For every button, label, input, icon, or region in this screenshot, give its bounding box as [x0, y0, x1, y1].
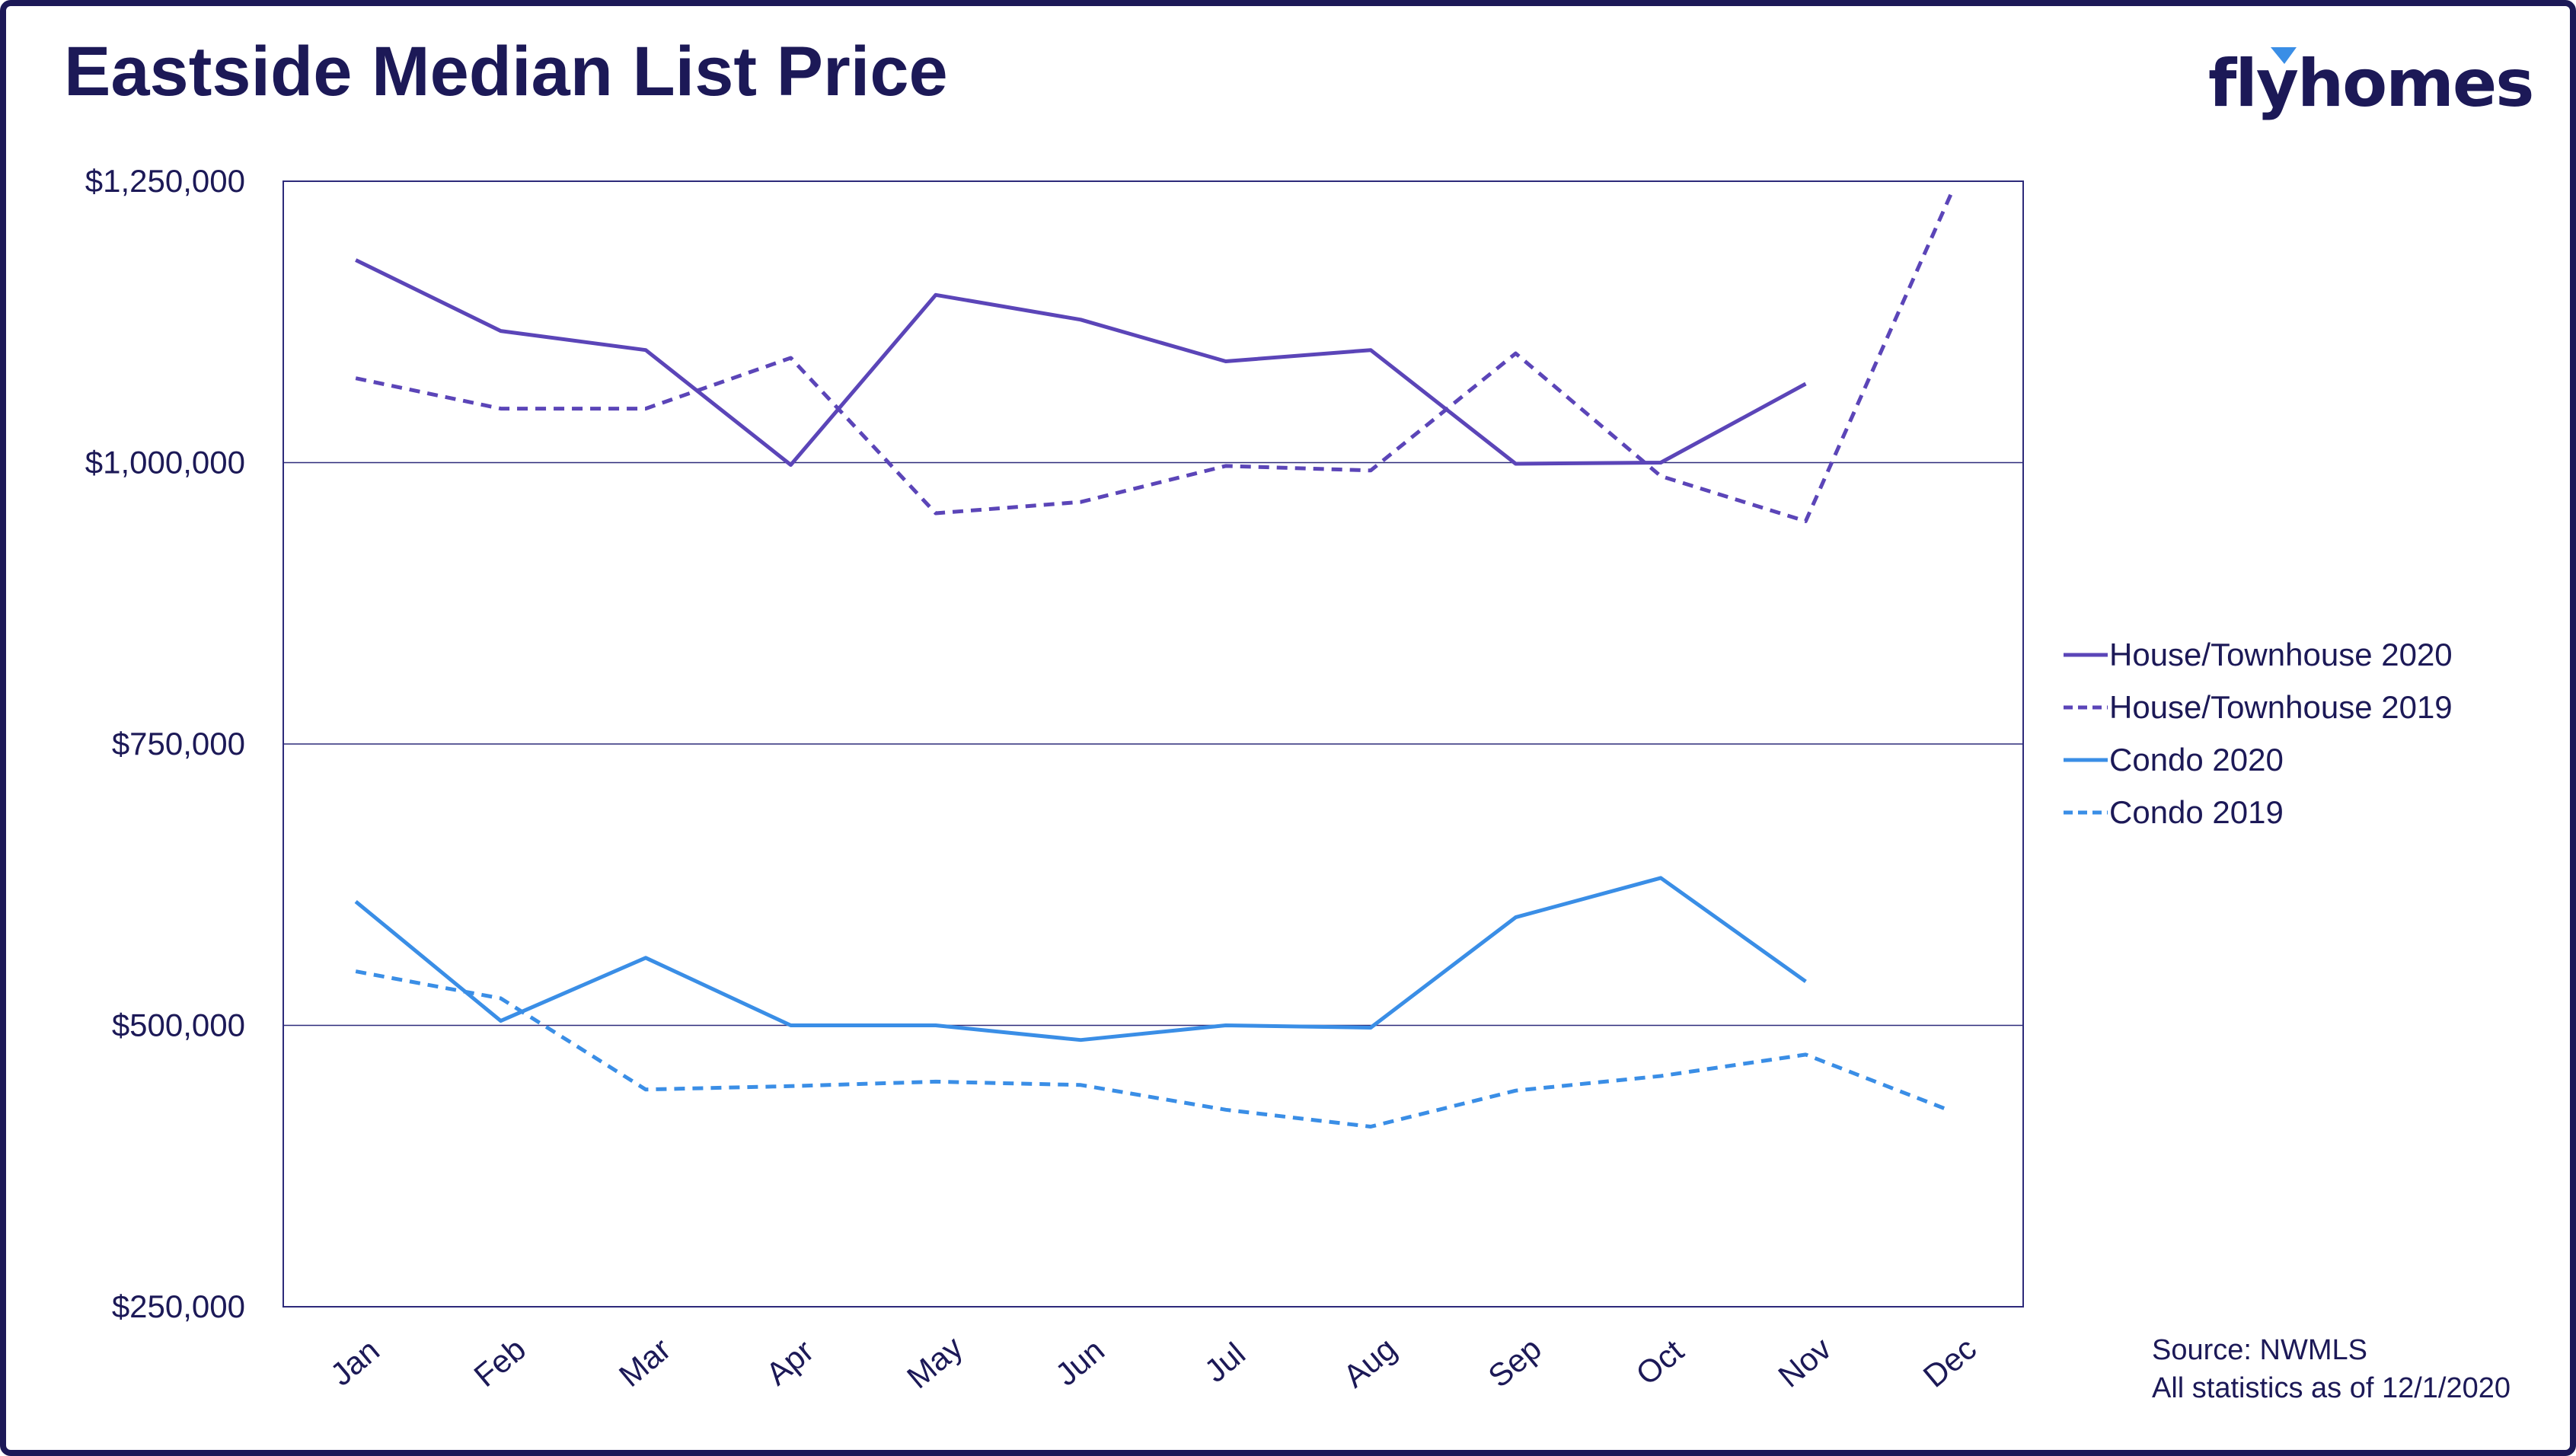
- flyhomes-logo: flyhomes: [2208, 46, 2534, 129]
- legend-label: House/Townhouse 2020: [2109, 637, 2453, 672]
- x-tick-label: Jun: [1049, 1332, 1111, 1393]
- chart-title: Eastside Median List Price: [64, 33, 948, 110]
- series-line: [355, 969, 1952, 1129]
- x-tick-label: Jul: [1198, 1336, 1252, 1390]
- y-tick-label: $1,000,000: [85, 445, 245, 481]
- series-line: [354, 876, 1807, 1043]
- legend-label: Condo 2020: [2109, 742, 2284, 777]
- brand-wordmark: flyhomes: [2208, 46, 2534, 122]
- x-tick-label: Apr: [759, 1333, 820, 1392]
- x-tick-label: Oct: [1630, 1333, 1691, 1392]
- source-note: Source: NWMLS All statistics as of 12/1/…: [2152, 1331, 2511, 1407]
- legend-label: Condo 2019: [2109, 794, 2284, 830]
- x-tick-label: Sep: [1481, 1330, 1547, 1394]
- series-line: [355, 258, 1807, 467]
- x-tick-label: Dec: [1917, 1330, 1983, 1394]
- x-tick-label: Feb: [467, 1331, 532, 1394]
- source-line: Source: NWMLS: [2152, 1334, 2367, 1366]
- flag-icon: [2271, 47, 2297, 64]
- legend-label: House/Townhouse 2019: [2109, 689, 2453, 725]
- x-tick-label: Nov: [1771, 1330, 1837, 1394]
- y-tick-label: $1,250,000: [85, 163, 245, 199]
- stats-date-line: All statistics as of 12/1/2020: [2152, 1372, 2511, 1404]
- y-tick-label: $750,000: [112, 726, 245, 762]
- x-tick-label: May: [900, 1329, 969, 1395]
- x-tick-label: Jan: [324, 1332, 386, 1393]
- x-tick-label: Mar: [612, 1331, 678, 1394]
- y-tick-label: $500,000: [112, 1007, 245, 1043]
- x-tick-label: Aug: [1336, 1330, 1403, 1394]
- series-line: [355, 193, 1953, 523]
- y-tick-label: $250,000: [112, 1288, 245, 1324]
